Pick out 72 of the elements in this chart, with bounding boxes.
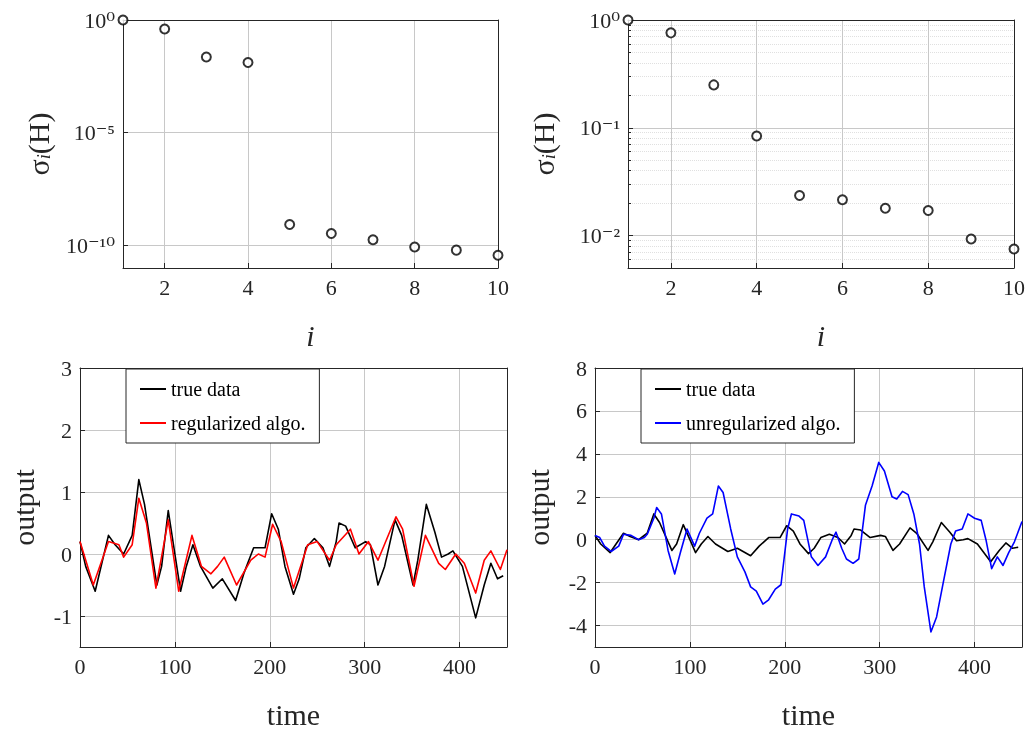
y-axis-title: σi(H) — [526, 112, 561, 176]
point — [794, 190, 806, 202]
point — [922, 204, 934, 216]
point — [409, 241, 421, 253]
point — [708, 79, 720, 91]
y-tick-label: 4 — [576, 441, 587, 467]
y-tick-label: 3 — [61, 355, 72, 381]
x-tick-label: 400 — [958, 653, 992, 679]
y-tick-label: 10⁰ — [84, 7, 116, 33]
y-tick-label: -4 — [568, 613, 587, 639]
x-tick-label: 10 — [1003, 274, 1025, 300]
legend-label: unregularized algo. — [686, 412, 841, 435]
y-tick-label: -2 — [568, 570, 587, 596]
x-tick-label: 100 — [673, 653, 707, 679]
line-series — [594, 461, 1023, 633]
x-axis-title: time — [266, 697, 321, 731]
y-tick-label: 2 — [576, 484, 587, 510]
point — [117, 14, 129, 26]
point — [159, 23, 171, 35]
y-axis-title: output — [521, 468, 555, 546]
y-tick-label: 10⁻⁵ — [73, 120, 115, 146]
y-tick-label: 0 — [576, 527, 587, 553]
y-tick-label: 8 — [576, 355, 587, 381]
x-axis-title: i — [816, 318, 826, 352]
x-tick-label: 4 — [751, 274, 763, 300]
point — [879, 202, 891, 214]
x-tick-label: 2 — [159, 274, 171, 300]
point — [200, 51, 212, 63]
x-tick-label: 2 — [665, 274, 677, 300]
point — [965, 233, 977, 245]
legend-label: regularized algo. — [171, 412, 306, 435]
point — [450, 244, 462, 256]
legend-label: true data — [686, 378, 756, 400]
point — [242, 57, 254, 69]
x-tick-label: 6 — [836, 274, 848, 300]
y-tick-label: 10⁻¹⁰ — [65, 232, 116, 258]
y-axis-title: σi(H) — [21, 112, 56, 176]
line-series — [79, 478, 504, 619]
y-axis-title: output — [6, 468, 40, 546]
point — [622, 14, 634, 26]
x-tick-label: 4 — [242, 274, 254, 300]
point — [751, 130, 763, 142]
legend-label: true data — [171, 378, 241, 400]
x-axis-title: i — [306, 318, 315, 352]
point — [325, 227, 337, 239]
x-tick-label: 200 — [253, 653, 287, 679]
x-tick-label: 300 — [863, 653, 897, 679]
x-tick-label: 10 — [487, 274, 509, 300]
y-tick-label: 10⁻² — [579, 223, 621, 249]
y-tick-label: -1 — [53, 603, 72, 629]
x-tick-label: 8 — [409, 274, 421, 300]
y-tick-label: 10⁰ — [589, 7, 621, 33]
x-tick-label: 100 — [158, 653, 192, 679]
point — [492, 249, 504, 261]
point — [284, 219, 296, 230]
line-series — [79, 497, 508, 594]
x-tick-label: 6 — [325, 274, 337, 300]
point — [367, 234, 379, 246]
y-tick-label: 0 — [61, 541, 72, 567]
y-tick-label: 6 — [576, 398, 587, 424]
line-series — [594, 513, 1019, 563]
point — [665, 27, 677, 39]
point — [836, 194, 848, 206]
x-tick-label: 400 — [443, 653, 477, 679]
x-tick-label: 300 — [348, 653, 382, 679]
x-tick-label: 8 — [922, 274, 934, 300]
y-tick-label: 2 — [61, 417, 72, 443]
x-tick-label: 200 — [768, 653, 802, 679]
point — [1008, 243, 1020, 255]
y-tick-label: 1 — [61, 479, 72, 505]
y-tick-label: 10⁻¹ — [579, 115, 620, 141]
x-axis-title: time — [781, 697, 836, 731]
